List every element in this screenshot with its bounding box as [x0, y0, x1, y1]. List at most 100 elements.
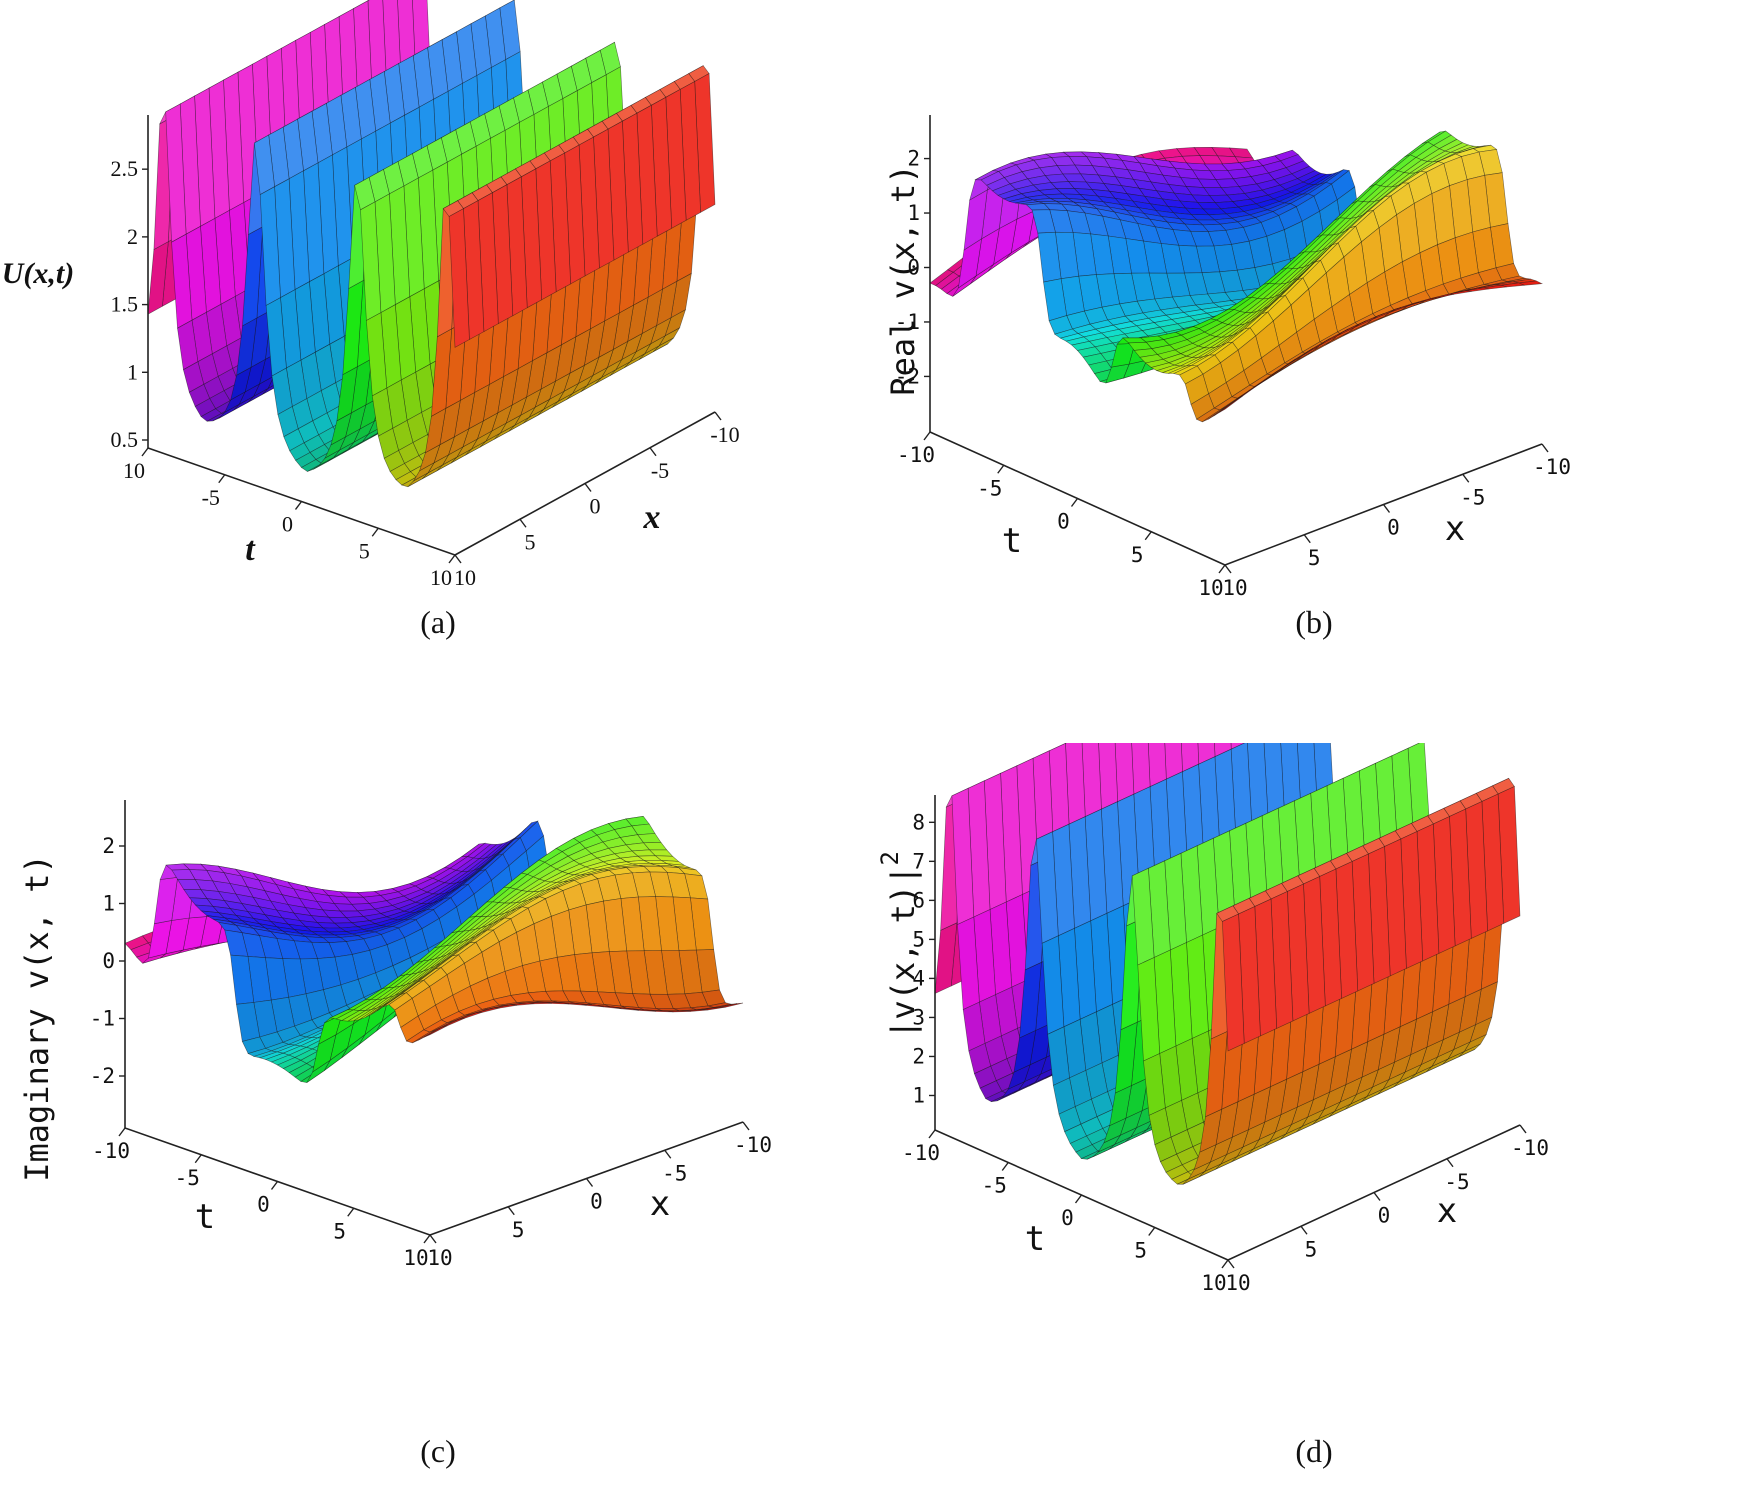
t-axis-label: t — [1025, 1219, 1045, 1259]
x-tick-label: 10 — [1222, 576, 1247, 600]
z-tick-label: 2 — [102, 834, 115, 858]
surface-mesh — [124, 815, 744, 1083]
t-tick-label: -5 — [977, 476, 1002, 500]
z-axis-label: Imaginary v(x, t) — [18, 854, 56, 1182]
x-tick-label: -10 — [1511, 1136, 1549, 1160]
x-axis-label: x — [1445, 509, 1465, 549]
t-tick-label: 10 — [403, 1246, 428, 1270]
t-tick-mark — [194, 1154, 202, 1164]
panel-label-a: (a) — [420, 604, 456, 640]
z-tick-label: 6 — [912, 888, 925, 912]
x-tick-label: -5 — [662, 1161, 687, 1185]
z-tick-label: 7 — [912, 849, 925, 873]
x-tick-label: 10 — [1225, 1271, 1250, 1295]
t-tick-label: 10 — [1198, 576, 1223, 600]
t-tick-label: -10 — [902, 1141, 940, 1165]
t-tick-label: 0 — [282, 512, 293, 537]
t-tick-label: -5 — [982, 1174, 1007, 1198]
t-tick-mark — [294, 501, 303, 510]
x-tick-mark — [1462, 473, 1470, 483]
x-tick-mark — [742, 1121, 750, 1131]
x-tick-label: -5 — [1444, 1170, 1469, 1194]
x-tick-label: 5 — [1308, 546, 1321, 570]
x-tick-label: -10 — [710, 422, 739, 447]
t-tick-label: -10 — [92, 1139, 130, 1163]
x-tick-label: 10 — [454, 565, 476, 590]
t-tick-mark — [423, 1234, 431, 1244]
x-tick-label: -10 — [1533, 455, 1571, 479]
surface-cell — [1219, 395, 1243, 413]
t-tick-label: -5 — [175, 1166, 200, 1190]
x-tick-label: 0 — [590, 494, 601, 519]
t-tick-label: 10 — [1201, 1271, 1226, 1295]
x-tick-mark — [507, 1206, 515, 1216]
t-tick-label: 0 — [257, 1193, 270, 1217]
z-tick-label: 2 — [127, 224, 138, 249]
z-tick-label: -1 — [90, 1007, 115, 1031]
x-tick-mark — [1382, 504, 1391, 513]
panel-label-d: (d) — [1295, 1433, 1333, 1469]
x-tick-label: 5 — [525, 529, 536, 554]
t-tick-mark — [1144, 531, 1152, 541]
surface-mesh — [929, 130, 1544, 423]
surface-cell — [448, 208, 470, 348]
x-tick-mark — [584, 483, 592, 492]
t-tick-mark — [371, 527, 379, 537]
x-tick-label: -5 — [1460, 485, 1485, 509]
x-tick-mark — [714, 411, 722, 421]
t-tick-mark — [347, 1207, 355, 1217]
panel-b: -10 -5 0 5 10 -10 -5 0 5 10 -2 -1 0 1 2 x t Real v(x, t) … — [876, 0, 1752, 743]
t-axis-label: t — [195, 1197, 215, 1237]
t-tick-mark — [923, 431, 931, 441]
z-axis-label: |v(x, t)|2 — [876, 851, 922, 1039]
axes: -10 -5 0 5 10 -10 -5 0 5 10 1 2 3 4 5 6 7 8 x t |v(x, t)|2 — [876, 795, 1549, 1295]
x-axis-label: x — [643, 499, 661, 536]
x-tick-mark — [1519, 1124, 1527, 1134]
panel-a: -10 -5 0 5 10 10 -5 0 5 10 0.5 1 1.5 2 2.5 x t U(x,t) (a) — [0, 0, 876, 743]
z-tick-label: 1 — [127, 359, 138, 384]
x-tick-mark — [664, 1149, 672, 1159]
x-axis-label: x — [650, 1184, 670, 1224]
t-tick-mark — [928, 1129, 936, 1139]
z-tick-label: 0.5 — [111, 427, 139, 452]
t-axis-label: t — [245, 531, 256, 568]
t-tick-mark — [1148, 1227, 1156, 1236]
surface-cell — [1289, 347, 1314, 363]
t-tick-mark — [997, 464, 1005, 474]
z-tick-label: 1 — [912, 1083, 925, 1107]
t-tick-label: 5 — [1131, 543, 1144, 567]
t-tick-label: -5 — [202, 485, 220, 510]
t-tick-mark — [1074, 1194, 1083, 1204]
x-tick-label: 0 — [1378, 1204, 1391, 1228]
t-tick-mark — [1218, 564, 1226, 574]
z-tick-label: 2 — [912, 1044, 925, 1068]
z-axis-label-superscript: 2 — [876, 851, 904, 865]
t-tick-label: 10 — [123, 458, 145, 483]
z-axis-label: U(x,t) — [2, 257, 74, 290]
x-tick-mark — [454, 554, 462, 564]
surface-mesh — [147, 0, 716, 488]
z-tick-label: 1 — [907, 201, 920, 225]
x-tick-mark — [585, 1178, 594, 1187]
x-tick-mark — [649, 447, 657, 457]
x-axis-label: x — [1437, 1191, 1457, 1231]
x-tick-label: 10 — [427, 1246, 452, 1270]
surface-plot-d: -10 -5 0 5 10 -10 -5 0 5 10 1 2 3 4 5 6 7 8 x t |v(x, t)|2 — [876, 743, 1549, 1295]
x-tick-label: -5 — [651, 458, 669, 483]
t-tick-mark — [270, 1181, 279, 1190]
z-tick-label: 0 — [102, 949, 115, 973]
x-tick-label: 0 — [1387, 516, 1400, 540]
z-tick-label: 1.5 — [111, 292, 139, 317]
x-tick-mark — [1300, 1225, 1308, 1235]
surface-mesh — [934, 743, 1521, 1185]
z-axis-label: Real v(x, t) — [884, 164, 922, 395]
t-tick-label: 5 — [359, 538, 370, 563]
z-tick-label: -2 — [895, 364, 920, 388]
t-tick-label: 0 — [1061, 1206, 1074, 1230]
t-axis-label: t — [1002, 521, 1022, 561]
panel-c: -10 -5 0 5 10 -10 -5 0 5 10 -2 -1 0 1 2 x t Imaginary v(x… — [0, 743, 876, 1486]
x-tick-label: 0 — [590, 1190, 603, 1214]
